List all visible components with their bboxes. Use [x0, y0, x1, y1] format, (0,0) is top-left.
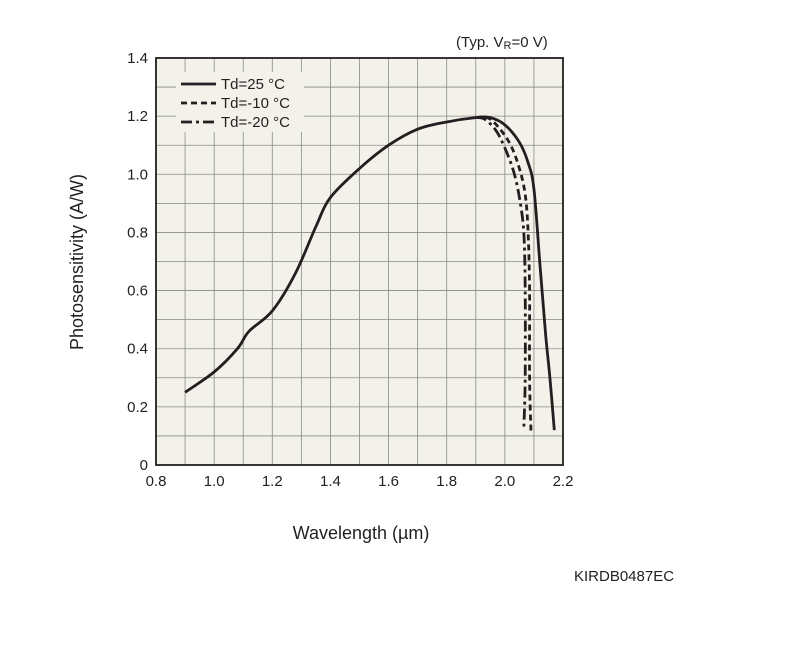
x-tick-label: 2.2: [553, 473, 574, 490]
series-lines: [184, 115, 556, 434]
x-tick-label: 2.0: [494, 473, 515, 490]
x-tick-label: 0.8: [146, 473, 167, 490]
x-tick-label: 1.8: [436, 473, 457, 490]
y-tick-label: 1.0: [127, 166, 148, 183]
series-line-3: [475, 116, 527, 431]
y-axis-label: Photosensitivity (A/W): [67, 174, 87, 350]
legend-label-2: Td=-10 °C: [221, 95, 290, 112]
series-line-1: [184, 115, 556, 431]
legend-label-1: Td=25 °C: [221, 76, 285, 93]
axis-ticks: 0.8 1.0 1.2 1.4 1.6 1.8 2.0 2.2 0 0.2 0.4 0.6 0.8 1.0…: [127, 50, 573, 490]
annotation-conditions: (Typ. VR=0 V): [456, 34, 548, 52]
y-tick-label: 0.2: [127, 399, 148, 416]
y-tick-label: 0.8: [127, 224, 148, 241]
plot-frame: [155, 57, 564, 466]
x-tick-label: 1.2: [262, 473, 283, 490]
legend-label-3: Td=-20 °C: [221, 114, 290, 131]
x-axis-label: Wavelength (µm): [293, 523, 430, 543]
document-code: KIRDB0487EC: [574, 568, 675, 585]
y-tick-label: 1.4: [127, 50, 148, 67]
annotation-prefix: (Typ. V: [456, 34, 504, 51]
y-tick-label: 0.4: [127, 341, 148, 358]
y-tick-label: 1.2: [127, 108, 148, 125]
x-tick-label: 1.6: [378, 473, 399, 490]
y-tick-label: 0.6: [127, 283, 148, 300]
legend: Td=25 °C Td=-10 °C Td=-20 °C: [176, 72, 304, 132]
x-tick-label: 1.4: [320, 473, 341, 490]
y-tick-label: 0: [140, 457, 148, 474]
x-tick-label: 1.0: [204, 473, 225, 490]
annotation-suffix: =0 V): [511, 34, 547, 51]
annotation-subscript: R: [504, 40, 512, 52]
